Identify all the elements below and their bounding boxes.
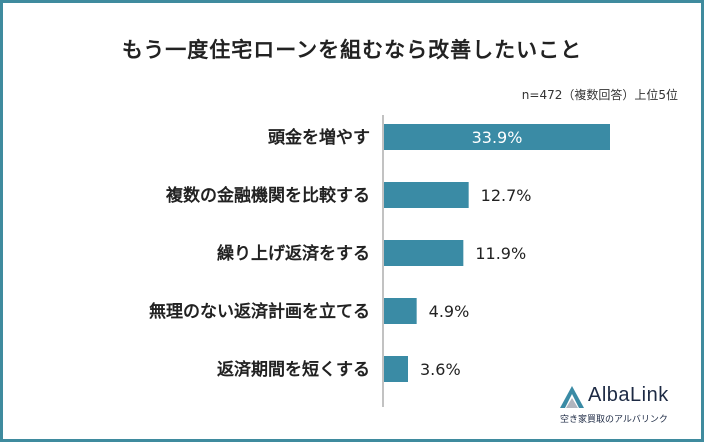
category-label: 無理のない返済計画を立てる bbox=[149, 301, 370, 322]
albalink-logo-icon bbox=[560, 386, 584, 408]
bar bbox=[384, 356, 408, 382]
category-label: 頭金を増やす bbox=[268, 127, 370, 148]
value-label: 33.9% bbox=[472, 128, 523, 147]
value-label: 4.9% bbox=[429, 302, 470, 321]
value-label: 12.7% bbox=[481, 186, 532, 205]
value-label: 11.9% bbox=[475, 244, 526, 263]
bar bbox=[384, 240, 464, 266]
category-label: 繰り上げ返済をする bbox=[217, 243, 370, 264]
chart-title: もう一度住宅ローンを組むなら改善したいこと bbox=[121, 38, 583, 62]
category-label: 複数の金融機関を比較する bbox=[165, 185, 370, 206]
bar bbox=[384, 182, 469, 208]
brand-name: AlbaLink bbox=[588, 384, 669, 406]
value-label: 3.6% bbox=[420, 360, 461, 379]
bar bbox=[384, 124, 610, 150]
bar bbox=[384, 298, 417, 324]
brand-tagline: 空き家買取のアルバリンク bbox=[560, 415, 668, 425]
category-label: 返済期間を短くする bbox=[217, 359, 370, 380]
sample-note: n=472（複数回答）上位5位 bbox=[521, 88, 678, 102]
